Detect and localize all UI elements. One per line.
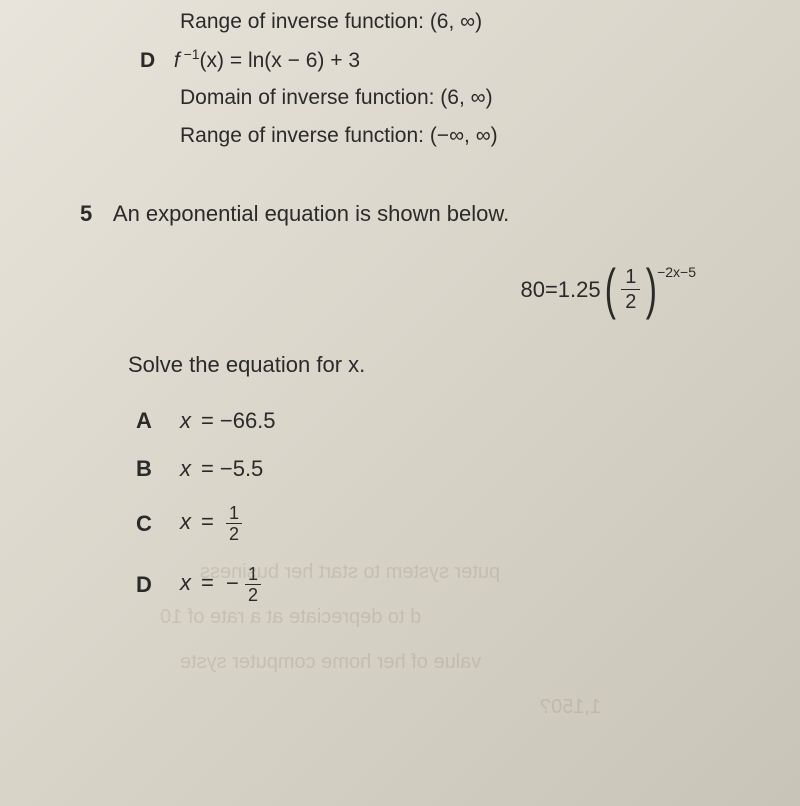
- ghost-text-4: 1,150?: [540, 696, 601, 719]
- answer-c-value: x= 1 2: [180, 504, 242, 543]
- eq-frac-num: 1: [621, 267, 640, 289]
- range-line-2: Range of inverse function: (−∞, ∞): [180, 120, 760, 152]
- answer-b: B x=−5.5: [136, 456, 760, 482]
- answer-a: A x=−66.5: [136, 408, 760, 434]
- q5-prompt-line: 5 An exponential equation is shown below…: [80, 201, 760, 227]
- answer-d-den: 2: [245, 584, 261, 604]
- answer-c: C x= 1 2: [136, 504, 760, 543]
- q5-number: 5: [80, 201, 108, 227]
- question-5: 5 An exponential equation is shown below…: [80, 201, 760, 604]
- inverse-sup: −1: [180, 46, 200, 62]
- eq-equals: =: [545, 277, 558, 303]
- eq-fraction: 1 2: [621, 267, 640, 312]
- rparen-icon: ): [646, 267, 657, 312]
- ghost-text-2: d to depreciate at a rate of 10: [160, 606, 421, 629]
- answer-a-value: x=−66.5: [180, 408, 276, 434]
- eq-exponent: −2x−5: [657, 264, 696, 280]
- q5-solve-prompt: Solve the equation for x.: [128, 352, 760, 378]
- eq-lhs: 80: [520, 277, 544, 303]
- answer-d-label: D: [136, 572, 180, 598]
- option-d-line: D f −1(x) = ln(x − 6) + 3: [140, 44, 760, 77]
- range-line-1: Range of inverse function: (6, ∞): [180, 6, 760, 38]
- answer-c-den: 2: [226, 523, 242, 543]
- answer-b-label: B: [136, 456, 180, 482]
- answer-a-label: A: [136, 408, 180, 434]
- domain-line: Domain of inverse function: (6, ∞): [180, 82, 760, 114]
- option-d-label: D: [140, 45, 168, 77]
- answer-c-label: C: [136, 511, 180, 537]
- lparen-icon: (: [604, 267, 615, 312]
- answer-d-value: x= − 1 2: [180, 565, 261, 604]
- answer-d-neg: −: [226, 570, 245, 595]
- answer-d-num: 1: [245, 565, 261, 584]
- answer-d: D x= − 1 2: [136, 565, 760, 604]
- answer-c-num: 1: [226, 504, 242, 523]
- q5-equation: 80 = 1.25 ( 1 2 ) −2x−5: [80, 267, 760, 312]
- d-formula-rest: (x) = ln(x − 6) + 3: [200, 49, 360, 72]
- previous-question-fragment: Range of inverse function: (6, ∞) D f −1…: [40, 6, 760, 151]
- ghost-text-3: value of her home computer syste: [180, 651, 481, 674]
- answer-list: A x=−66.5 B x=−5.5 C x= 1 2: [136, 408, 760, 604]
- q5-prompt-text: An exponential equation is shown below.: [113, 201, 509, 226]
- answer-b-value: x=−5.5: [180, 456, 263, 482]
- eq-frac-den: 2: [621, 289, 640, 312]
- eq-coef: 1.25: [558, 277, 601, 303]
